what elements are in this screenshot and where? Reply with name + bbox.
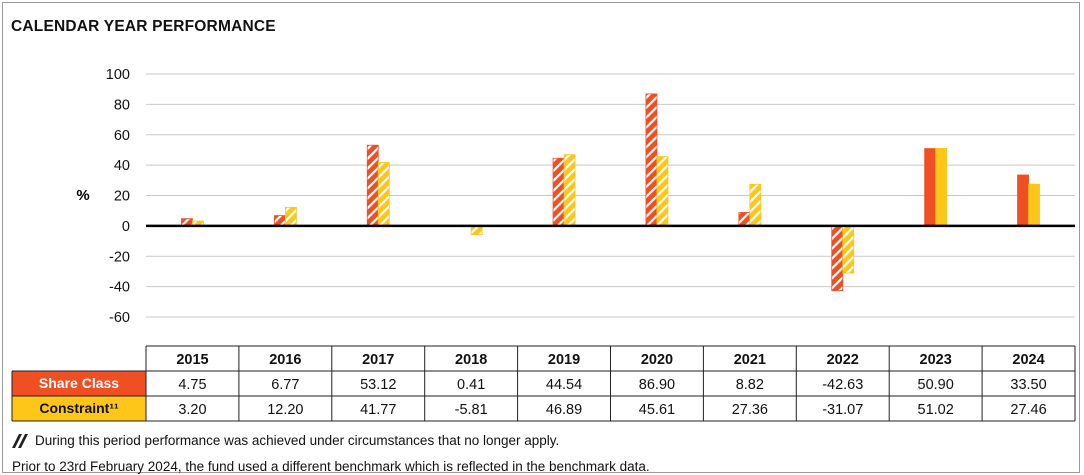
y-tick-label: 80 (114, 97, 130, 113)
bar-constraint (935, 147, 948, 227)
y-tick-label: 100 (106, 67, 130, 83)
table-cell: -5.81 (455, 402, 488, 418)
table-cell: 45.61 (639, 402, 675, 418)
bar-share-class (552, 157, 565, 227)
y-tick-label: -60 (109, 310, 130, 326)
y-tick-label: 60 (114, 128, 130, 144)
table-cell: 53.12 (360, 377, 396, 393)
table-cell: 33.50 (1010, 377, 1046, 393)
table-year-header: 2018 (455, 352, 487, 368)
bar-constraint (749, 183, 762, 227)
bar-constraint (656, 156, 669, 227)
bar-constraint (563, 154, 576, 227)
y-tick-label: 40 (114, 158, 130, 174)
table-cell: 44.54 (546, 377, 582, 393)
bar-share-class (366, 144, 379, 227)
bars (181, 93, 1040, 292)
y-tick-label: -20 (109, 249, 130, 265)
row-label-cell (12, 396, 146, 421)
table-cell: 3.20 (178, 402, 206, 418)
row-label-cell (12, 371, 146, 396)
y-tick-label: -40 (109, 280, 130, 296)
bar-constraint (842, 225, 855, 274)
row-label: Share Class (39, 375, 119, 391)
table-cell: 27.36 (732, 402, 768, 418)
table-year-header: 2021 (734, 352, 766, 368)
table-cell: 41.77 (360, 402, 396, 418)
y-tick-label: 20 (114, 189, 130, 205)
table-cell: 46.89 (546, 402, 582, 418)
table-cell: 8.82 (736, 377, 764, 393)
bar-share-class (1017, 174, 1029, 227)
y-tick-labels: 100 80 60 40 20 0 -20 -40 -60 (106, 67, 130, 326)
y-axis-label: % (76, 187, 89, 204)
bar-constraint (1028, 183, 1040, 227)
benchmark-note: Prior to 23rd February 2024, the fund us… (12, 459, 650, 474)
y-tick-label: 0 (122, 219, 130, 235)
row-label: Constraint¹¹ (39, 400, 119, 416)
table-year-header: 2016 (269, 352, 301, 368)
bar-share-class (831, 225, 844, 292)
table-cell: 6.77 (271, 377, 299, 393)
bar-constraint (284, 206, 297, 227)
table-year-header: 2024 (1012, 352, 1044, 368)
table-year-header: 2017 (362, 352, 394, 368)
table-cell: 51.02 (918, 402, 954, 418)
bar-share-class (738, 212, 751, 227)
table-cell: 4.75 (178, 377, 206, 393)
table-year-header: 2015 (176, 352, 208, 368)
hatch-legend-icon (12, 433, 28, 448)
table-year-header: 2020 (641, 352, 673, 368)
hatch-note: During this period performance was achie… (12, 433, 559, 448)
bar-share-class (924, 148, 937, 227)
table-cell: 27.46 (1010, 402, 1046, 418)
hatch-note-text: During this period performance was achie… (35, 433, 560, 448)
data-table: 2015 2016 2017 2018 2019 2020 2021 2022 2023 2024… (11, 345, 1076, 422)
table-cell: 0.41 (457, 377, 485, 393)
chart-title: CALENDAR YEAR PERFORMANCE (11, 18, 276, 35)
table-cell: -42.63 (822, 377, 863, 393)
table-cell: 50.90 (918, 377, 954, 393)
table-year-header: 2023 (920, 352, 952, 368)
table-cell: -31.07 (822, 402, 863, 418)
table-cell: 86.90 (639, 377, 675, 393)
gridlines (146, 73, 1075, 318)
bar-constraint (470, 225, 483, 236)
bar-constraint (377, 162, 390, 227)
bar-share-class (645, 93, 658, 227)
bar-share-class (273, 215, 286, 227)
table-year-header: 2019 (548, 352, 580, 368)
table-cell: 12.20 (267, 402, 303, 418)
table-year-header: 2022 (827, 352, 859, 368)
